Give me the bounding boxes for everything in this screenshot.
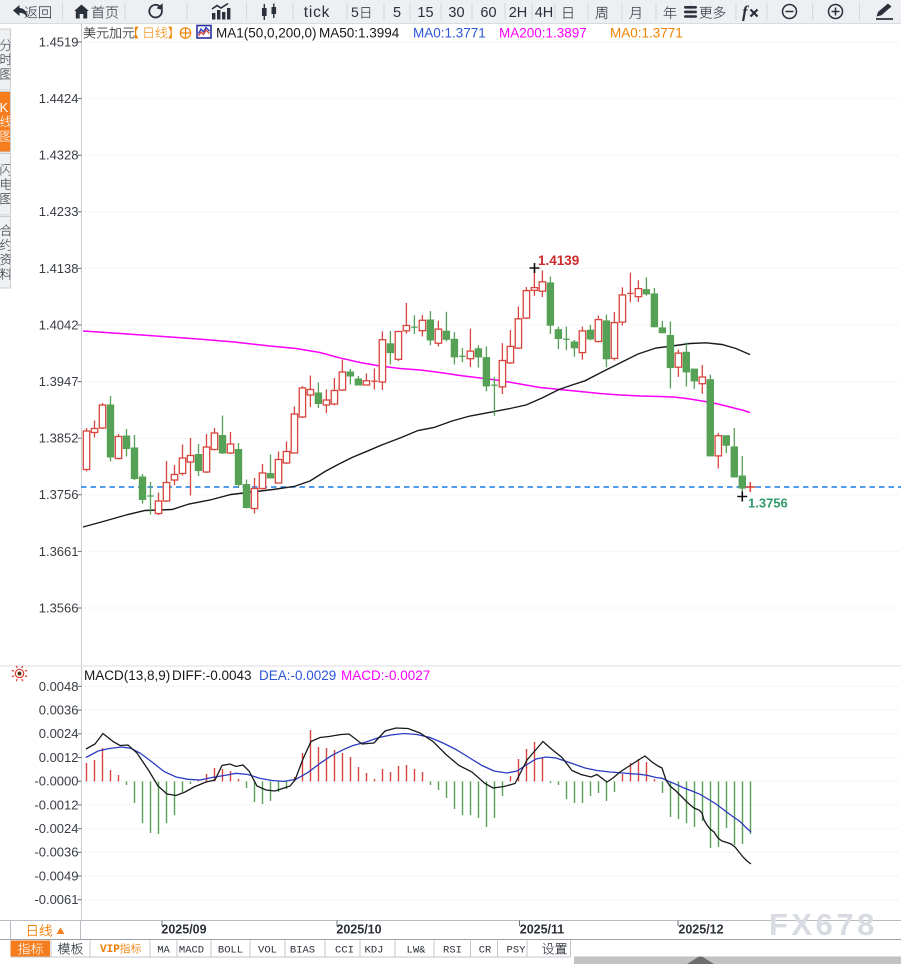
svg-text:VOL: VOL <box>258 945 277 957</box>
svg-text:-0.0024: -0.0024 <box>34 821 78 836</box>
svg-text:2025/12: 2025/12 <box>678 923 723 937</box>
svg-text:1.3566: 1.3566 <box>39 600 79 615</box>
svg-text:PSY: PSY <box>507 945 527 957</box>
svg-text:4H: 4H <box>535 5 554 21</box>
svg-text:LW&: LW& <box>407 945 427 957</box>
svg-text:BOLL: BOLL <box>218 945 243 957</box>
svg-text:BIAS: BIAS <box>290 945 315 957</box>
svg-text:-0.0036: -0.0036 <box>34 845 78 860</box>
svg-text:1.4139: 1.4139 <box>538 253 579 268</box>
svg-text:1.4233: 1.4233 <box>39 204 79 219</box>
svg-text:CR: CR <box>479 945 492 957</box>
svg-text:1.3756: 1.3756 <box>39 487 79 502</box>
svg-text:1.3947: 1.3947 <box>39 374 79 389</box>
svg-text:0.0048: 0.0048 <box>39 679 79 694</box>
svg-text:MA: MA <box>157 945 170 957</box>
svg-text:1.3661: 1.3661 <box>39 544 79 559</box>
svg-text:tick: tick <box>304 4 330 21</box>
svg-text:2H: 2H <box>509 5 528 21</box>
svg-text:1.4519: 1.4519 <box>39 34 79 49</box>
svg-text:1.3852: 1.3852 <box>39 431 79 446</box>
svg-text:0.0024: 0.0024 <box>39 726 79 741</box>
svg-text:f: f <box>742 3 750 22</box>
svg-text:VIP: VIP <box>100 944 120 956</box>
svg-text:-0.0000: -0.0000 <box>34 774 78 789</box>
svg-text:CCI: CCI <box>335 945 354 957</box>
svg-text:1.4328: 1.4328 <box>39 148 79 163</box>
svg-text:0.0036: 0.0036 <box>39 703 79 718</box>
svg-text:KDJ: KDJ <box>365 945 384 957</box>
svg-text:30: 30 <box>448 5 464 21</box>
svg-text:2025/09: 2025/09 <box>161 923 206 937</box>
svg-text:2025/11: 2025/11 <box>520 923 565 937</box>
svg-text:1.3756: 1.3756 <box>748 496 788 511</box>
svg-text:15: 15 <box>417 5 433 21</box>
svg-text:1.4042: 1.4042 <box>39 317 79 332</box>
svg-text:1.4138: 1.4138 <box>39 261 79 276</box>
svg-text:MACD: MACD <box>179 945 204 957</box>
svg-text:-0.0061: -0.0061 <box>34 892 78 907</box>
svg-text:5: 5 <box>393 5 401 21</box>
svg-text:-0.0049: -0.0049 <box>34 868 78 883</box>
svg-text:-0.0012: -0.0012 <box>34 797 78 812</box>
svg-text:2025/10: 2025/10 <box>336 923 381 937</box>
svg-text:60: 60 <box>480 5 496 21</box>
svg-text:5: 5 <box>351 4 359 20</box>
svg-text:0.0012: 0.0012 <box>39 750 79 765</box>
svg-text:K: K <box>0 100 9 115</box>
svg-text:FX678: FX678 <box>769 907 878 942</box>
svg-text:RSI: RSI <box>443 945 462 957</box>
svg-text:1.4424: 1.4424 <box>39 91 79 106</box>
